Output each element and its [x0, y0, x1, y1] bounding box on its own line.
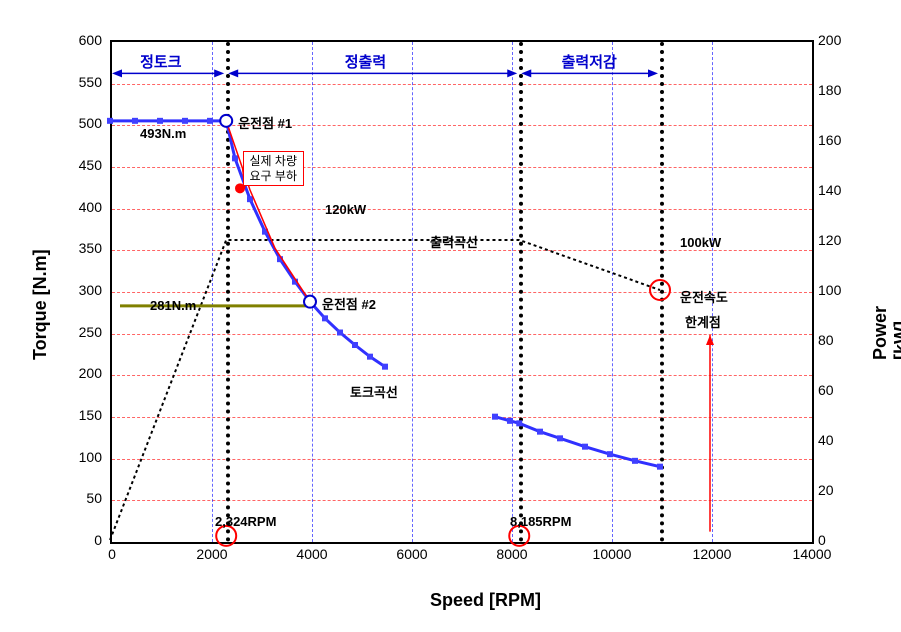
- operating-point-label: 운전점 #2: [322, 294, 376, 313]
- annotation-a100kw: 100kW: [680, 235, 721, 250]
- chart-container: Speed [RPM] Torque [N.m] Power [kW] 0501…: [10, 10, 891, 622]
- annotation-limit_label1: 운전속도: [680, 287, 728, 306]
- y-right-axis-label: Power [kW]: [870, 306, 901, 360]
- region-label: 정출력: [345, 51, 386, 72]
- operating-point-label: 운전점 #1: [238, 113, 292, 132]
- annotation-limit_label2: 한계점: [685, 312, 721, 331]
- annotation-a281: 281N.m: [150, 298, 196, 313]
- annotation-a120kw: 120kW: [325, 202, 366, 217]
- annotation-a8185: 8,185RPM: [510, 514, 571, 529]
- annotation-a2324: 2,324RPM: [215, 514, 276, 529]
- x-axis-label: Speed [RPM]: [430, 590, 541, 611]
- annotation-torque_label: 토크곡선: [350, 382, 398, 401]
- annotation-power_label: 출력곡선: [430, 232, 478, 251]
- annotation-a493: 493N.m: [140, 126, 186, 141]
- callout-box: 실제 차량요구 부하: [243, 151, 305, 186]
- region-label: 정토크: [140, 51, 181, 72]
- y-left-axis-label: Torque [N.m]: [30, 249, 51, 360]
- region-label: 출력저감: [562, 51, 617, 72]
